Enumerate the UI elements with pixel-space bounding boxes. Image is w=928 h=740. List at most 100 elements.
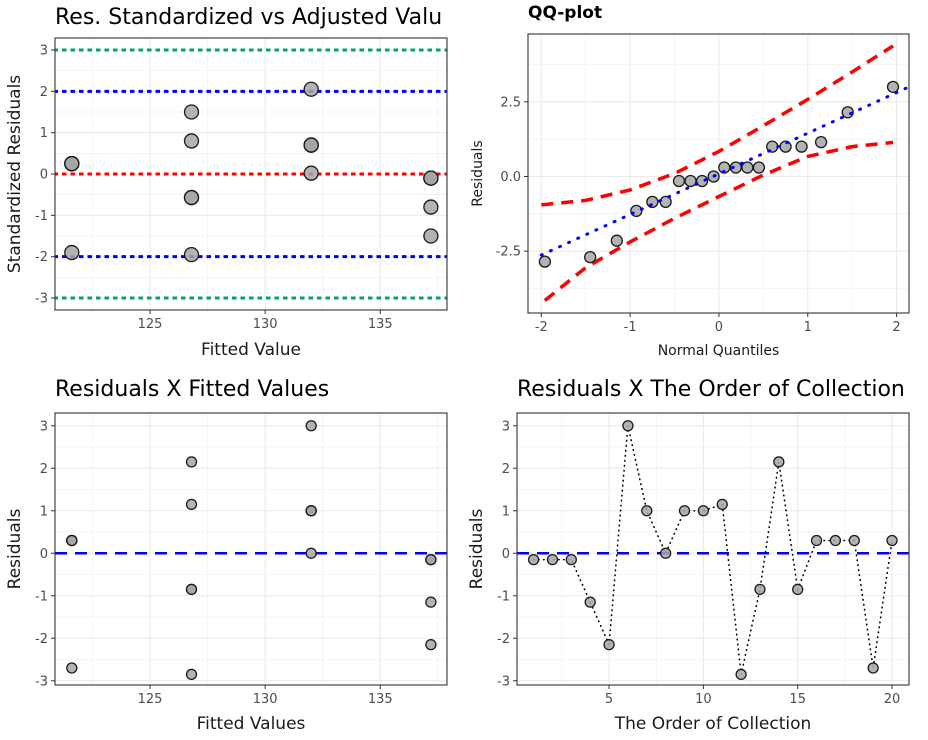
x-tick-label: 125 (138, 692, 163, 707)
data-point (810, 534, 823, 547)
y-tick-label: -2 (35, 632, 48, 647)
chart-title: Residuals X Fitted Values (55, 377, 329, 402)
plot-background (517, 413, 909, 685)
qq-reference-line (539, 85, 909, 257)
x-tick-label: 10 (695, 692, 712, 707)
data-point (527, 553, 540, 566)
data-point (183, 246, 200, 263)
x-axis-label: The Order of Collection (614, 714, 812, 734)
data-point (829, 534, 842, 547)
data-point (773, 456, 785, 468)
data-point (795, 140, 808, 153)
x-tick-label: -1 (624, 320, 637, 335)
plot-border (54, 412, 448, 686)
data-point (423, 170, 439, 186)
data-point (185, 583, 198, 596)
plot-background (55, 413, 447, 685)
data-point (603, 638, 615, 651)
x-tick-label: 130 (253, 317, 278, 332)
data-point (538, 255, 552, 268)
y-tick-label: 0 (40, 547, 48, 562)
y-axis-label: Residuals (470, 140, 486, 206)
panel-fit: 125 130 135 -3 -2 -1 0 1 2 3 Residuals X Fitted Va… (5, 377, 448, 734)
confidence-band-upper (541, 44, 894, 207)
x-axis-label: Normal Quantiles (658, 343, 780, 359)
x-tick-label: 5 (605, 692, 613, 707)
data-point (425, 596, 437, 608)
plot-layer (55, 420, 447, 681)
x-tick-label: 15 (789, 692, 806, 707)
y-tick-label: -3 (497, 674, 510, 689)
connecting-line (532, 425, 893, 675)
data-point (867, 662, 879, 674)
data-point (305, 420, 317, 432)
data-point (848, 534, 860, 547)
data-point (425, 553, 437, 566)
data-point (305, 547, 317, 559)
y-tick-label: 2 (40, 462, 48, 477)
data-point (622, 420, 634, 432)
data-point (66, 534, 78, 547)
data-point (660, 547, 672, 559)
data-point (695, 174, 709, 188)
data-point (641, 505, 653, 517)
y-tick-label: -3 (35, 674, 48, 689)
x-axis-label: Fitted Value (201, 340, 301, 360)
plot-layer (538, 44, 909, 302)
y-tick-label: 1 (502, 504, 510, 519)
data-point (303, 81, 319, 97)
y-tick-label: -1 (497, 589, 510, 604)
y-tick-label: 2 (502, 462, 510, 477)
data-point (185, 498, 198, 511)
data-point (305, 505, 317, 517)
data-point (425, 638, 437, 651)
data-point (697, 505, 710, 517)
data-point (183, 104, 200, 120)
chart-title: Residuals X The Order of Collection (517, 377, 905, 402)
data-point (672, 174, 686, 188)
y-tick-label: -2.5 (496, 245, 521, 260)
data-point (886, 80, 900, 94)
y-tick-label: -1 (35, 209, 48, 224)
x-tick-label: 125 (138, 317, 163, 332)
data-point (565, 553, 577, 566)
data-point (886, 534, 898, 547)
plot-border (516, 412, 910, 686)
data-point (610, 234, 623, 247)
y-tick-label: -2 (35, 250, 48, 265)
y-tick-label: 0 (502, 547, 510, 562)
y-tick-label: 3 (40, 419, 48, 434)
data-point (423, 228, 439, 244)
y-tick-label: 2.5 (500, 95, 521, 110)
data-point (735, 668, 747, 681)
data-point (64, 156, 80, 172)
y-tick-label: 3 (40, 43, 48, 58)
data-point (423, 199, 439, 215)
x-tick-label: 1 (804, 320, 812, 335)
gridlines (528, 34, 909, 313)
data-point (185, 456, 198, 468)
y-tick-label: 3 (502, 419, 510, 434)
y-tick-label: 0 (40, 168, 48, 183)
data-point (185, 668, 198, 681)
chart-title: QQ-plot (528, 3, 602, 23)
panel-qq: -2 -1 0 1 2 -2.5 0.0 2.5 QQ-plot Normal Quantiles… (470, 3, 910, 359)
y-axis-label: Residuals (5, 509, 25, 590)
data-point (678, 505, 691, 517)
data-point (754, 583, 766, 596)
data-point (792, 583, 804, 596)
data-point (303, 165, 319, 181)
data-point (64, 244, 80, 261)
x-axis-label: Fitted Values (197, 714, 306, 734)
y-tick-label: 2 (40, 85, 48, 100)
data-point (546, 553, 559, 566)
plot-layer (517, 420, 909, 681)
panel-order: 5 10 15 20 -3 -2 -1 0 1 2 3 Residuals X The Order o… (467, 377, 910, 734)
plot-layer (55, 48, 447, 300)
x-tick-label: 20 (884, 692, 901, 707)
y-axis-label: Standardized Residuals (5, 75, 25, 273)
data-point (303, 137, 319, 153)
data-point (684, 174, 697, 188)
data-point (584, 596, 596, 608)
